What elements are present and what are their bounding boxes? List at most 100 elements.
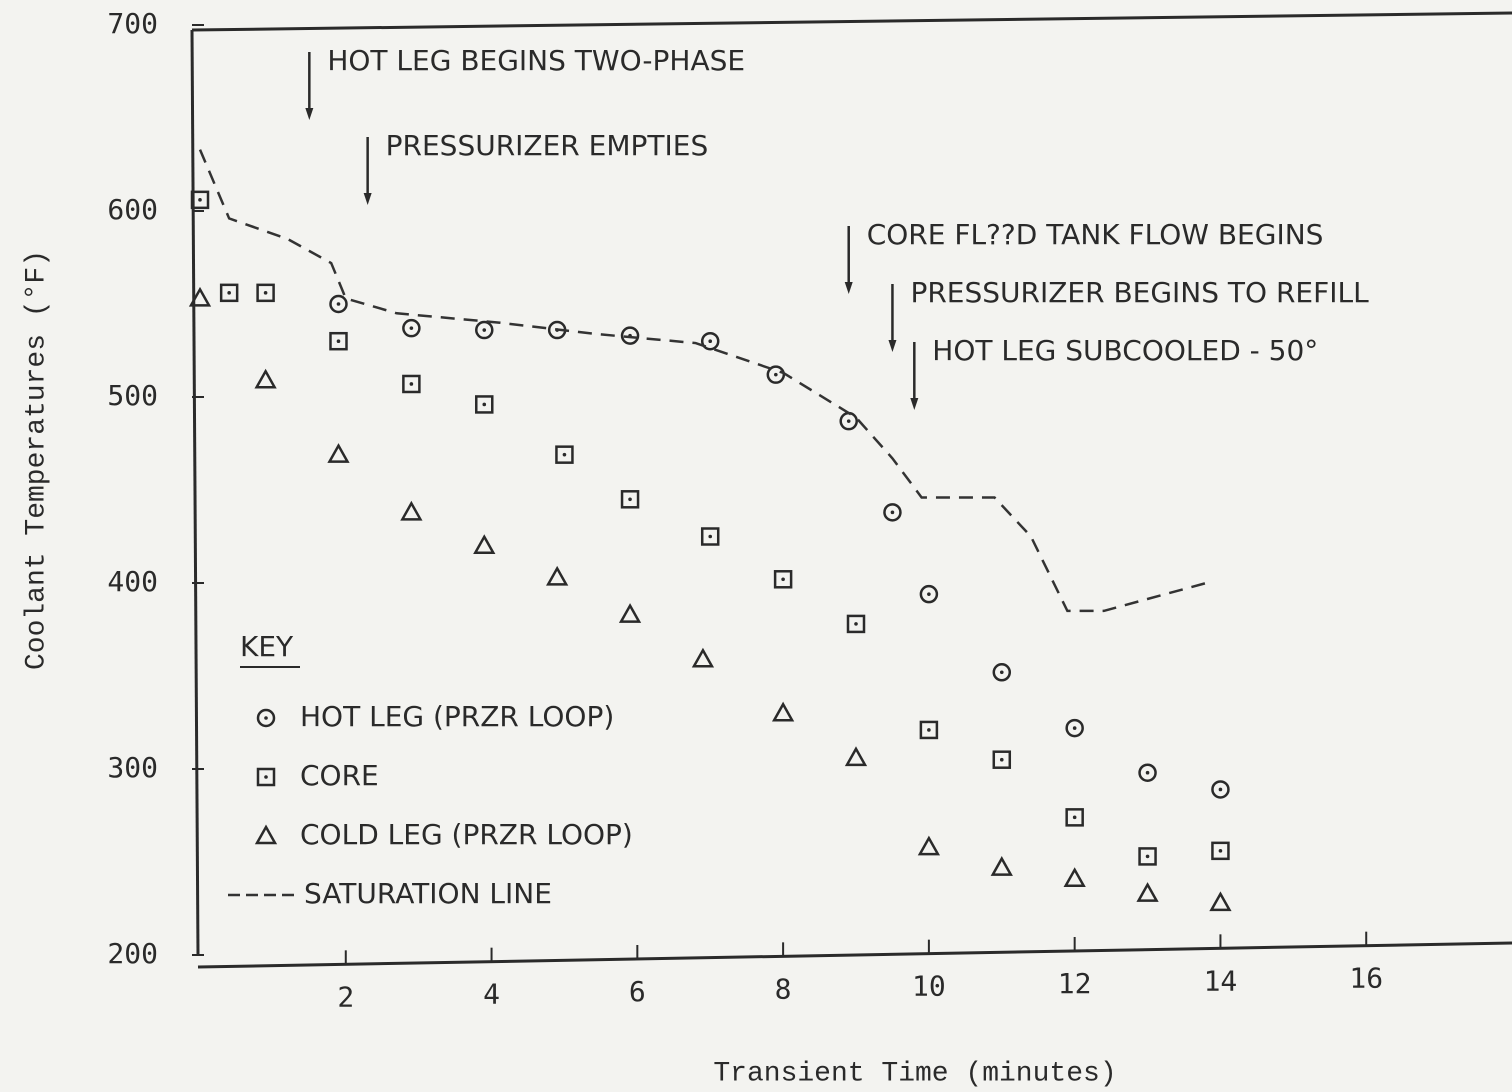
marker-ring xyxy=(402,318,421,338)
x-tick-label: 14 xyxy=(1204,964,1238,997)
marker-dot xyxy=(927,728,931,732)
cold-leg-point xyxy=(844,746,868,767)
y-tick-label: 600 xyxy=(107,193,158,226)
cold-leg-point xyxy=(618,603,642,623)
x-tick-label: 16 xyxy=(1349,962,1383,995)
top-frame xyxy=(191,11,1512,32)
marker-ring xyxy=(919,584,939,604)
cold-leg-point xyxy=(1063,867,1086,887)
marker-ring xyxy=(620,326,640,345)
marker-dot xyxy=(264,716,268,720)
y-tick-label: 700 xyxy=(107,7,158,40)
annotation: PRESSURIZER BEGINS TO REFILL xyxy=(910,276,1369,309)
core-point xyxy=(620,490,640,509)
cold-leg-point xyxy=(254,368,277,389)
cold-leg-point xyxy=(1209,891,1232,912)
x-tick-label: 6 xyxy=(629,975,646,1008)
hot-leg-point xyxy=(700,331,720,351)
marker-box xyxy=(555,445,574,464)
marker-ring xyxy=(256,708,276,728)
annotation-arrowhead xyxy=(363,193,372,205)
marker-dot xyxy=(708,534,713,539)
hot-leg-point xyxy=(1138,763,1157,782)
marker-box xyxy=(1065,808,1084,827)
annotation: HOT LEG BEGINS TWO-PHASE xyxy=(327,44,745,77)
annotation-arrowhead xyxy=(305,108,314,120)
marker-dot xyxy=(482,328,487,332)
hot-leg-point xyxy=(1211,780,1230,799)
marker-box xyxy=(919,720,939,740)
marker-dot xyxy=(1145,854,1150,859)
marker-box xyxy=(1138,847,1157,866)
marker-ring xyxy=(475,320,494,340)
marker-dot xyxy=(482,402,487,407)
y-tick-label: 500 xyxy=(107,379,158,412)
marker-dot xyxy=(227,291,231,295)
core-point xyxy=(992,750,1012,769)
core-point xyxy=(919,720,939,740)
marker-ring xyxy=(1065,718,1084,738)
y-tick-label: 200 xyxy=(107,937,158,970)
hot-leg-point xyxy=(329,294,348,314)
marker-box xyxy=(846,614,866,634)
marker-dot xyxy=(890,510,895,515)
annotation: CORE FL??D TANK FLOW BEGINS xyxy=(867,218,1324,251)
core-point xyxy=(402,374,421,394)
marker-dot xyxy=(1145,770,1150,775)
core-point xyxy=(1211,841,1230,861)
marker-box xyxy=(620,490,640,509)
marker-dot xyxy=(927,592,931,596)
marker-dot xyxy=(263,291,268,295)
marker-ring xyxy=(700,331,720,351)
core-point xyxy=(190,190,210,210)
x-tick-label: 2 xyxy=(337,980,354,1013)
marker-dot xyxy=(264,775,268,779)
hot-leg-point xyxy=(402,318,421,338)
annotation: PRESSURIZER EMPTIES xyxy=(386,129,709,162)
marker-ring xyxy=(1138,763,1157,782)
cold-leg-point xyxy=(917,835,941,856)
cold-leg-point xyxy=(400,500,423,521)
marker-ring xyxy=(1211,780,1230,799)
marker-box xyxy=(190,190,210,210)
marker-dot xyxy=(708,339,713,344)
cold-leg-point xyxy=(473,534,496,555)
x-tick-label: 4 xyxy=(483,978,500,1011)
y-axis-title: Coolant Temperatures (°F) xyxy=(21,250,52,670)
annotation-arrowhead xyxy=(888,340,897,352)
saturation-line xyxy=(198,149,1214,613)
marker-box xyxy=(475,395,494,414)
marker-dot xyxy=(1218,849,1223,853)
core-point xyxy=(256,283,275,303)
cold-leg-point xyxy=(188,286,212,307)
marker-dot xyxy=(562,452,567,457)
marker-box xyxy=(1211,841,1230,861)
cold-leg-point xyxy=(546,565,569,586)
legend-label: CORE xyxy=(300,759,379,792)
core-point xyxy=(475,395,494,414)
marker-dot xyxy=(336,302,341,306)
core-point xyxy=(555,445,574,464)
annotation-arrowhead xyxy=(910,398,919,410)
x-tick-label: 12 xyxy=(1058,967,1092,1000)
core-point xyxy=(1138,847,1157,866)
marker-dot xyxy=(846,419,851,423)
hot-leg-point xyxy=(1065,718,1084,738)
marker-dot xyxy=(409,382,414,386)
marker-dot xyxy=(1218,787,1223,792)
hot-leg-point xyxy=(883,503,902,522)
marker-box xyxy=(329,331,348,351)
x-tick-label: 10 xyxy=(912,970,946,1003)
core-point xyxy=(1065,808,1084,827)
legend-label: HOT LEG (PRZR LOOP) xyxy=(300,700,614,733)
marker-dot xyxy=(774,372,778,377)
marker-dot xyxy=(409,326,414,330)
cold-leg-point xyxy=(990,856,1013,876)
marker-dot xyxy=(336,339,341,344)
marker-ring xyxy=(329,294,348,314)
marker-box xyxy=(256,283,275,303)
x-axis-title: Transient Time (minutes) xyxy=(713,1058,1116,1089)
hot-leg-point xyxy=(919,584,939,604)
marker-dot xyxy=(198,198,202,202)
